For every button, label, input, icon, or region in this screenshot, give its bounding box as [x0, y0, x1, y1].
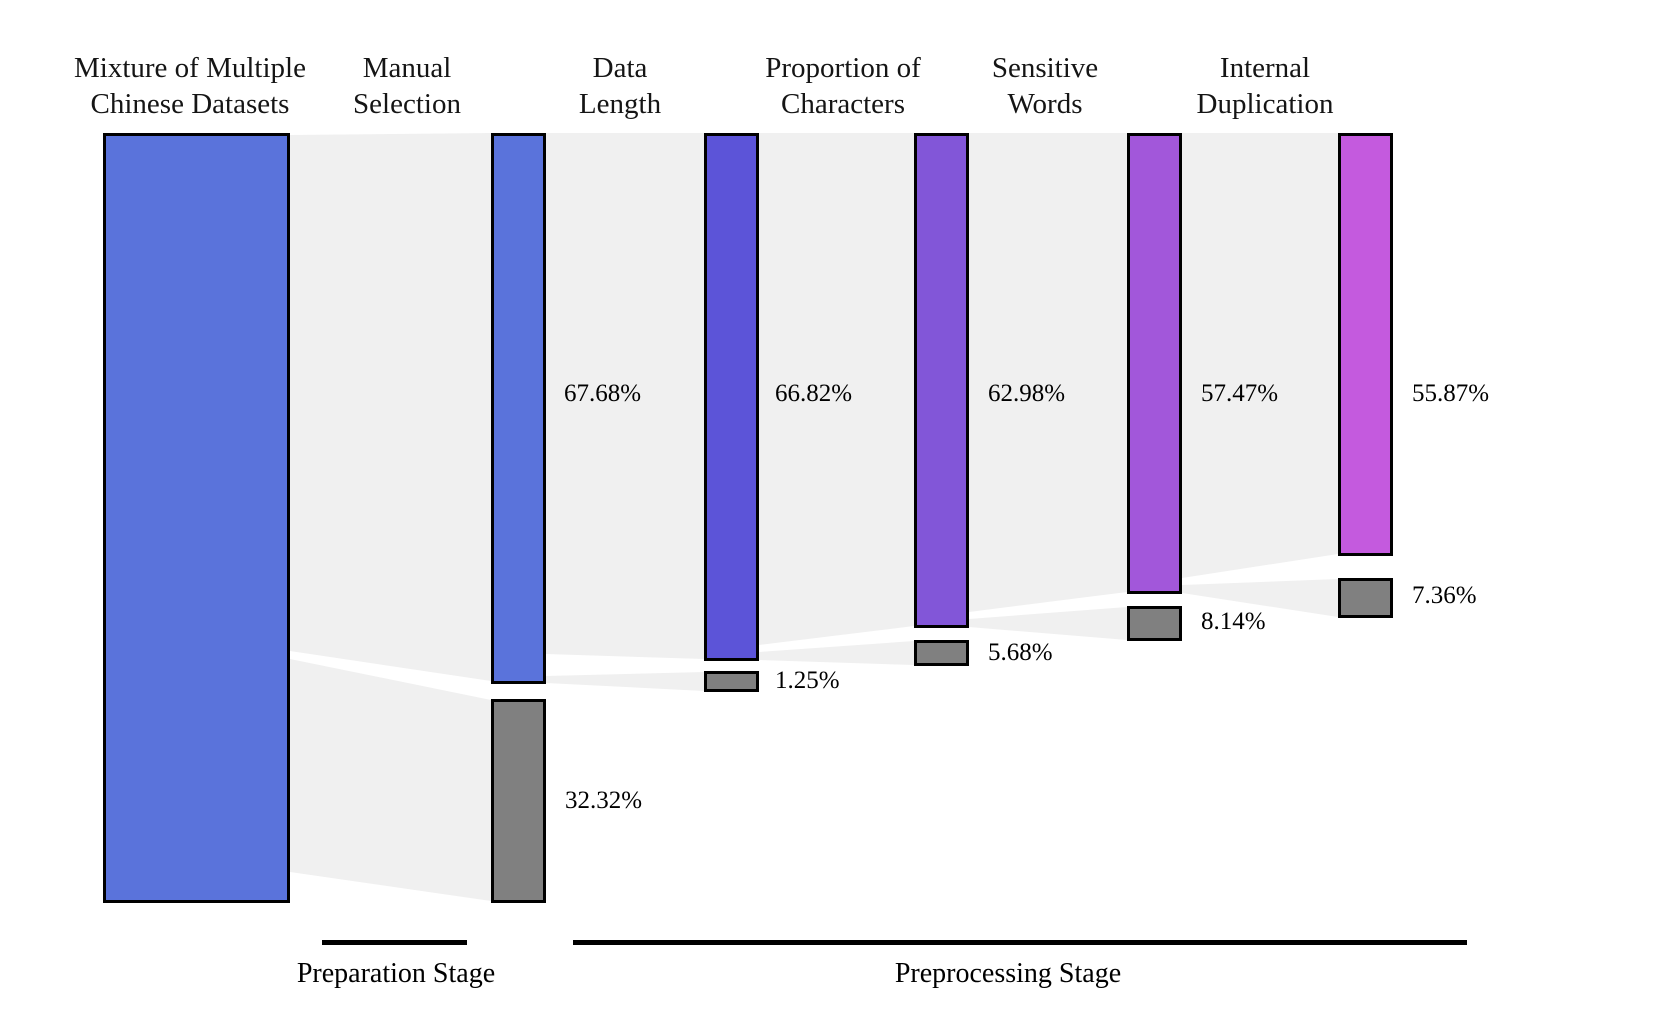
- header-line-2: Words: [1007, 88, 1083, 120]
- removed-pct-sensitive-words: 8.14%: [1201, 608, 1266, 635]
- flow-kept-data-length: [546, 133, 704, 659]
- header-sensitive-words: Sensitive Words: [905, 50, 1185, 122]
- bar-after-manual-selection: [491, 133, 546, 684]
- retained-pct-proportion-of-characters: 62.98%: [988, 380, 1066, 407]
- bar-removed-data-length: [704, 671, 759, 692]
- header-line-1: Manual: [362, 52, 452, 84]
- bar-after-sensitive-words: [1127, 133, 1182, 594]
- retained-pct-data-length: 66.82%: [775, 380, 853, 407]
- header-line-1: Sensitive: [991, 52, 1099, 84]
- header-proportion-of-characters: Proportion of Characters: [703, 50, 983, 122]
- bar-removed-internal-duplication: [1338, 578, 1393, 618]
- flow-kept-proportion-of-characters: [759, 133, 914, 645]
- bar-removed-proportion-of-characters: [914, 640, 969, 666]
- preparation-stage-label: Preparation Stage: [296, 958, 496, 989]
- bar-after-internal-duplication: [1338, 133, 1393, 556]
- header-line-2: Chinese Datasets: [90, 88, 290, 120]
- header-data-length: Data Length: [480, 50, 760, 122]
- preparation-stage-line: [322, 940, 467, 945]
- header-line-2: Length: [578, 88, 662, 120]
- flow-removed-data-length: [546, 672, 704, 691]
- removed-pct-proportion-of-characters: 5.68%: [988, 639, 1053, 666]
- header-line-2: Selection: [353, 88, 461, 120]
- header-manual-selection: Manual Selection: [267, 50, 547, 122]
- header-line-1: Internal: [1219, 52, 1311, 84]
- removed-pct-manual-selection: 32.32%: [565, 787, 643, 814]
- preprocessing-stage-line: [573, 940, 1467, 945]
- removed-pct-internal-duplication: 7.36%: [1412, 582, 1477, 609]
- flow-removed-proportion-of-characters: [759, 641, 914, 665]
- bar-removed-sensitive-words: [1127, 606, 1182, 641]
- flow-kept-manual-selection: [290, 133, 491, 681]
- header-line-1: Mixture of Multiple: [74, 52, 306, 84]
- header-mixture-of-datasets: Mixture of Multiple Chinese Datasets: [50, 50, 330, 122]
- header-line-2: Duplication: [1196, 88, 1334, 120]
- header-internal-duplication: Internal Duplication: [1125, 50, 1405, 122]
- retained-pct-internal-duplication: 55.87%: [1412, 380, 1490, 407]
- preprocessing-stage-label: Preprocessing Stage: [894, 958, 1122, 989]
- removed-pct-data-length: 1.25%: [775, 667, 840, 694]
- bar-initial-dataset: [103, 133, 290, 903]
- header-line-1: Data: [592, 52, 648, 84]
- bar-removed-manual-selection: [491, 699, 546, 903]
- flow-kept-sensitive-words: [969, 133, 1127, 612]
- header-line-1: Proportion of: [765, 52, 921, 84]
- flow-removed-sensitive-words: [969, 607, 1127, 640]
- bar-after-data-length: [704, 133, 759, 661]
- retained-pct-manual-selection: 67.68%: [564, 380, 642, 407]
- header-line-2: Characters: [781, 88, 905, 120]
- bar-after-proportion-of-characters: [914, 133, 969, 628]
- retained-pct-sensitive-words: 57.47%: [1201, 380, 1279, 407]
- flow-kept-internal-duplication: [1182, 133, 1338, 578]
- flow-removed-manual-selection: [290, 659, 491, 901]
- flow-removed-internal-duplication: [1182, 579, 1338, 617]
